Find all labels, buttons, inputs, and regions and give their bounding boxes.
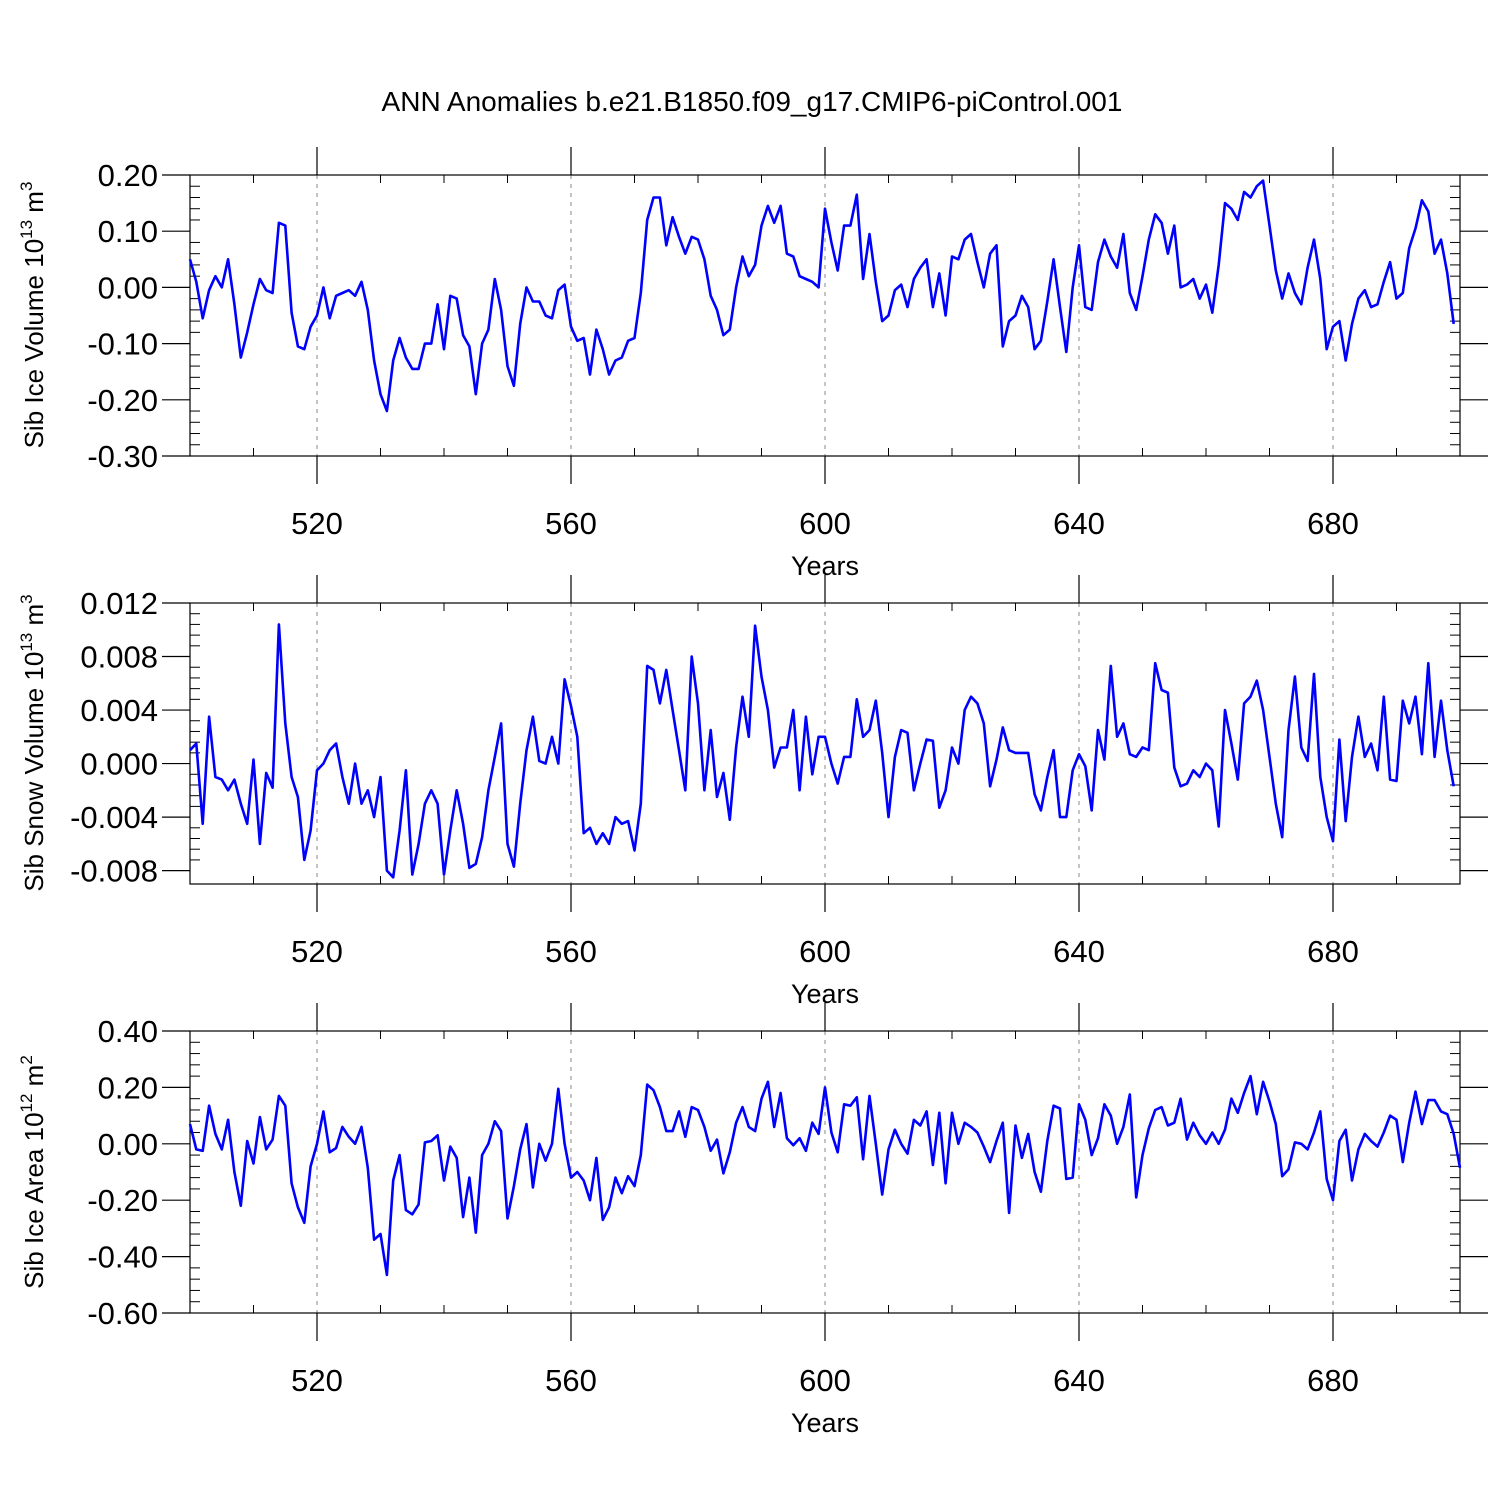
x-tick-label: 520 <box>291 506 343 541</box>
y-tick-label: 0.008 <box>80 640 158 675</box>
y-tick-label: 0.012 <box>80 586 158 621</box>
x-tick-label: 520 <box>291 934 343 969</box>
y-tick-label: -0.40 <box>87 1240 158 1275</box>
x-tick-label: 600 <box>799 506 851 541</box>
x-tick-label: 680 <box>1307 506 1359 541</box>
x-tick-label: 640 <box>1053 934 1105 969</box>
plot-frame <box>189 602 1461 885</box>
y-tick-label: 0.20 <box>98 158 158 193</box>
series-line <box>188 179 1455 413</box>
series-line <box>188 1074 1462 1277</box>
y-tick-label: 0.000 <box>80 747 158 782</box>
y-tick-label: 0.10 <box>98 214 158 249</box>
plot-frame <box>189 174 1461 457</box>
x-tick-label: 520 <box>291 1363 343 1398</box>
ylabel-ice-area: Sib Ice Area 1012 m2 <box>17 1055 49 1289</box>
y-tick-label: -0.30 <box>87 439 158 474</box>
x-tick-label: 680 <box>1307 1363 1359 1398</box>
y-tick-label: -0.10 <box>87 327 158 362</box>
y-tick-label: -0.20 <box>87 1183 158 1218</box>
plot-frame <box>189 1030 1461 1314</box>
y-tick-label: 0.004 <box>80 693 158 728</box>
y-tick-label: 0.00 <box>98 270 158 305</box>
panel-ice-volume: Sib Ice Volume 1013 m3 Years 520 560 600 64… <box>17 147 1488 581</box>
x-tick-label: 560 <box>545 934 597 969</box>
xlabel-ice-area: Years <box>791 1408 859 1438</box>
x-tick-label: 640 <box>1053 506 1105 541</box>
y-tick-label: -0.004 <box>70 800 158 835</box>
y-tick-label: -0.008 <box>70 854 158 889</box>
x-tick-label: 560 <box>545 506 597 541</box>
y-tick-label: 0.00 <box>98 1127 158 1162</box>
x-tick-label: 600 <box>799 934 851 969</box>
y-tick-label: -0.20 <box>87 383 158 418</box>
panel-snow-volume: Sib Snow Volume 1013 m3 Years 520 560 600 6… <box>17 575 1488 1009</box>
series-line <box>189 623 1455 879</box>
ylabel-snow-volume: Sib Snow Volume 1013 m3 <box>17 594 49 891</box>
y-tick-label: 0.40 <box>98 1014 158 1049</box>
x-tick-label: 640 <box>1053 1363 1105 1398</box>
panel-ice-area: Sib Ice Area 1012 m2 Years 520 560 600 640 6… <box>17 1003 1488 1438</box>
ylabel-ice-volume: Sib Ice Volume 1013 m3 <box>17 182 49 449</box>
y-tick-label: 0.20 <box>98 1070 158 1105</box>
x-tick-label: 560 <box>545 1363 597 1398</box>
y-tick-label: -0.60 <box>87 1296 158 1331</box>
figure-title: ANN Anomalies b.e21.B1850.f09_g17.CMIP6-… <box>382 86 1123 117</box>
x-tick-label: 600 <box>799 1363 851 1398</box>
x-tick-label: 680 <box>1307 934 1359 969</box>
